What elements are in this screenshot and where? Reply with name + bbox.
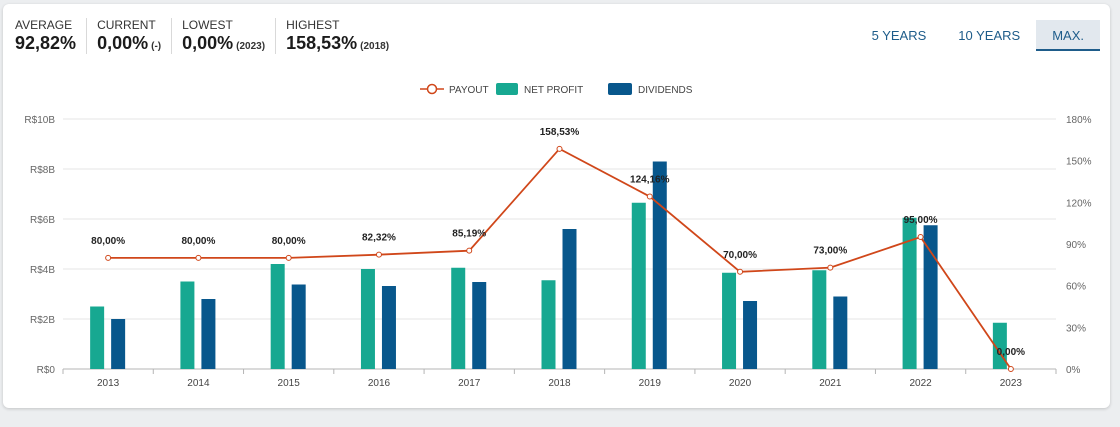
stat-highest: HIGHEST 158,53% (2018) <box>276 18 399 54</box>
bar-net-profit <box>722 272 737 369</box>
bar-net-profit <box>812 270 827 369</box>
bar-dividends <box>923 225 938 369</box>
legend-net-profit-swatch <box>496 83 518 95</box>
payout-data-label: 70,00% <box>723 250 757 261</box>
payout-point <box>105 254 112 261</box>
stat-lowest-number: 0,00% <box>182 33 234 53</box>
payout-point <box>646 193 653 200</box>
y-left-tick-label: R$0 <box>37 365 56 376</box>
payout-data-label: 95,00% <box>904 215 938 226</box>
legend-dividends-swatch <box>608 83 632 95</box>
x-tick-label: 2020 <box>729 378 752 389</box>
payout-point <box>827 264 834 271</box>
legend-payout-marker <box>426 83 438 95</box>
bar-net-profit <box>541 280 556 369</box>
bar-dividends <box>111 319 126 369</box>
period-10-years-button[interactable]: 10 YEARS <box>958 28 1021 43</box>
period-max-button[interactable]: MAX. <box>1036 20 1100 51</box>
bar-net-profit <box>90 306 105 369</box>
period-selector: 5 YEARS 10 YEARS MAX. <box>856 20 1100 51</box>
payout-data-label: 85,19% <box>452 229 486 240</box>
bar-net-profit <box>631 202 646 369</box>
x-tick-label: 2015 <box>278 378 301 389</box>
summary-stats: AVERAGE 92,82% CURRENT 0,00% (-) LOWEST 0… <box>15 18 399 54</box>
stat-highest-note: (2018) <box>360 41 390 52</box>
bar-dividends <box>833 296 848 369</box>
x-tick-label: 2013 <box>97 378 120 389</box>
y-right-tick-label: 90% <box>1066 240 1086 251</box>
x-tick-label: 2019 <box>639 378 662 389</box>
payout-data-label: 80,00% <box>272 236 306 247</box>
payout-data-label: 0,00% <box>997 347 1025 358</box>
legend-payout-label: PAYOUT <box>449 85 489 96</box>
payout-card: AVERAGE 92,82% CURRENT 0,00% (-) LOWEST 0… <box>3 4 1110 408</box>
payout-point <box>737 268 744 275</box>
stat-lowest: LOWEST 0,00% (2023) <box>172 18 277 54</box>
y-right-tick-label: 120% <box>1066 198 1092 209</box>
stat-lowest-label: LOWEST <box>182 18 233 32</box>
stat-current-note: (-) <box>151 41 162 52</box>
x-tick-label: 2016 <box>368 378 391 389</box>
bar-dividends <box>381 286 396 369</box>
y-right-tick-label: 0% <box>1066 365 1081 376</box>
payout-data-label: 73,00% <box>813 246 847 257</box>
stat-highest-label: HIGHEST <box>286 18 340 32</box>
stat-current-label: CURRENT <box>97 18 156 32</box>
period-5-years-button[interactable]: 5 YEARS <box>871 28 927 43</box>
x-tick-label: 2014 <box>187 378 210 389</box>
payout-point <box>285 254 292 261</box>
bar-net-profit <box>180 281 195 369</box>
bar-dividends <box>562 229 577 369</box>
bar-dividends <box>472 282 487 369</box>
bar-net-profit <box>902 217 917 369</box>
stat-current-value: 0,00% (-) <box>97 32 161 58</box>
bar-dividends <box>291 284 306 369</box>
stat-lowest-note: (2023) <box>236 41 266 52</box>
legend-dividends-label: DIVIDENDS <box>638 85 693 96</box>
payout-point <box>375 251 382 258</box>
payout-chart: R$0 R$2B R$4B R$6B R$8B R$10B 0% 30% 60% 90% 120% 1… <box>24 83 1092 389</box>
stat-average: AVERAGE 92,82% <box>15 18 88 54</box>
payout-data-label: 124,16% <box>630 175 670 186</box>
y-right-tick-label: 180% <box>1066 115 1092 126</box>
stat-highest-number: 158,53% <box>286 33 358 53</box>
stat-average-label: AVERAGE <box>15 18 73 32</box>
stat-average-number: 92,82% <box>15 33 77 53</box>
payout-point <box>917 234 924 241</box>
stat-lowest-value: 0,00% (2023) <box>182 32 265 58</box>
stat-average-value: 92,82% <box>15 32 76 54</box>
x-tick-label: 2018 <box>548 378 571 389</box>
y-left-tick-label: R$6B <box>30 215 55 226</box>
x-tick-label: 2023 <box>1000 378 1023 389</box>
y-right-tick-label: 30% <box>1066 323 1086 334</box>
payout-point <box>195 254 202 261</box>
payout-data-label: 158,53% <box>540 127 580 138</box>
bar-dividends <box>652 161 667 369</box>
payout-line <box>108 147 1012 370</box>
y-left-tick-label: R$2B <box>30 315 55 326</box>
y-left-tick-label: R$10B <box>24 115 55 126</box>
y-right-tick-label: 150% <box>1066 157 1092 168</box>
bar-net-profit <box>451 267 466 369</box>
bar-dividends <box>201 299 216 369</box>
x-tick-label: 2021 <box>819 378 842 389</box>
x-tick-label: 2017 <box>458 378 481 389</box>
x-tick-label: 2022 <box>909 378 932 389</box>
y-right-tick-label: 60% <box>1066 282 1086 293</box>
payout-point <box>556 145 563 152</box>
y-left-tick-label: R$8B <box>30 165 55 176</box>
bar-net-profit <box>360 269 375 369</box>
y-left-tick-label: R$4B <box>30 265 55 276</box>
payout-point <box>1007 366 1014 372</box>
payout-data-label: 82,32% <box>362 233 396 244</box>
stat-highest-value: 158,53% (2018) <box>286 32 389 58</box>
stat-current-number: 0,00% <box>97 33 149 53</box>
payout-data-label: 80,00% <box>91 236 125 247</box>
payout-data-label: 80,00% <box>181 236 215 247</box>
stat-current: CURRENT 0,00% (-) <box>87 18 173 54</box>
legend-net-profit-label: NET PROFIT <box>524 85 583 96</box>
bar-dividends <box>743 301 758 369</box>
bar-net-profit <box>270 264 285 369</box>
payout-point <box>466 247 473 254</box>
